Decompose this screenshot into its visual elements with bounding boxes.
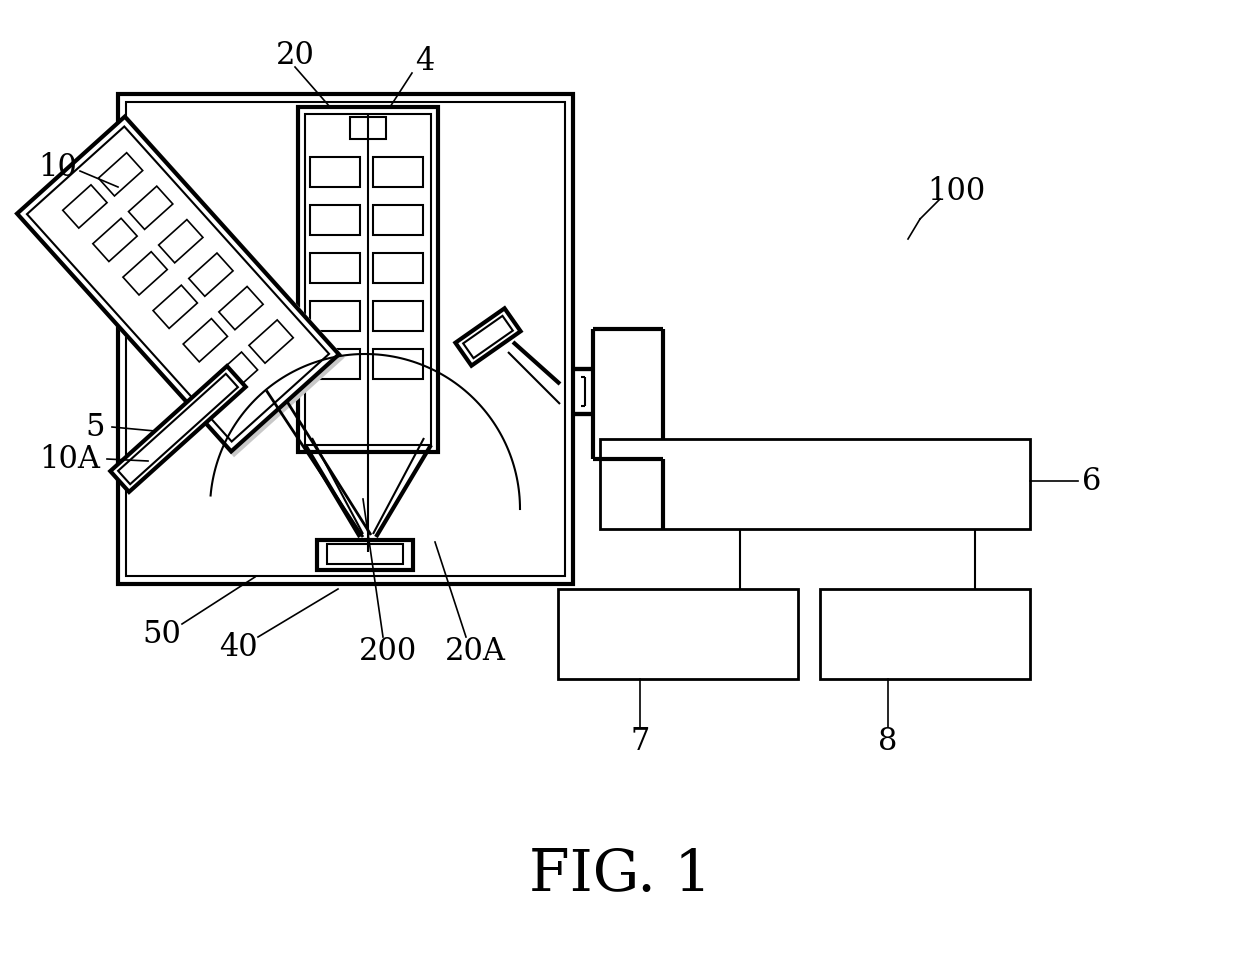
- Polygon shape: [98, 153, 143, 197]
- Bar: [373, 254, 423, 284]
- Bar: [373, 301, 423, 331]
- Text: 20: 20: [275, 40, 315, 71]
- Bar: [558, 589, 799, 679]
- Polygon shape: [17, 117, 339, 452]
- Polygon shape: [63, 186, 107, 229]
- Bar: [310, 205, 360, 235]
- Polygon shape: [159, 220, 203, 264]
- Bar: [373, 350, 423, 380]
- Bar: [118, 95, 573, 584]
- Bar: [373, 205, 423, 235]
- Bar: [126, 103, 565, 577]
- Polygon shape: [17, 117, 345, 457]
- Text: 5: 5: [86, 412, 104, 443]
- Bar: [310, 158, 360, 188]
- Bar: [327, 545, 403, 564]
- Text: 100: 100: [926, 176, 985, 207]
- Polygon shape: [129, 187, 172, 231]
- Bar: [305, 115, 432, 446]
- Bar: [310, 254, 360, 284]
- Bar: [600, 440, 1030, 529]
- Text: 6: 6: [1083, 466, 1101, 497]
- Bar: [310, 301, 360, 331]
- Bar: [298, 108, 438, 453]
- Bar: [373, 158, 423, 188]
- Polygon shape: [188, 254, 233, 297]
- Text: FIG. 1: FIG. 1: [528, 846, 712, 902]
- Text: 7: 7: [630, 726, 650, 757]
- Polygon shape: [123, 253, 167, 296]
- Text: 10: 10: [38, 152, 77, 183]
- Text: 50: 50: [143, 619, 181, 650]
- Text: 4: 4: [415, 47, 435, 78]
- Bar: [350, 118, 386, 140]
- Text: 200: 200: [358, 636, 417, 667]
- Polygon shape: [184, 319, 227, 362]
- Text: 10A: 10A: [40, 444, 100, 475]
- Bar: [820, 589, 1030, 679]
- Text: 8: 8: [878, 726, 898, 757]
- Text: 40: 40: [218, 632, 258, 663]
- Polygon shape: [153, 286, 197, 329]
- Polygon shape: [213, 353, 258, 396]
- Polygon shape: [249, 321, 294, 363]
- Polygon shape: [218, 287, 263, 330]
- Bar: [310, 350, 360, 380]
- Polygon shape: [93, 219, 138, 263]
- Bar: [317, 541, 413, 571]
- Polygon shape: [455, 309, 521, 366]
- Polygon shape: [110, 366, 246, 492]
- Text: 20A: 20A: [444, 636, 506, 667]
